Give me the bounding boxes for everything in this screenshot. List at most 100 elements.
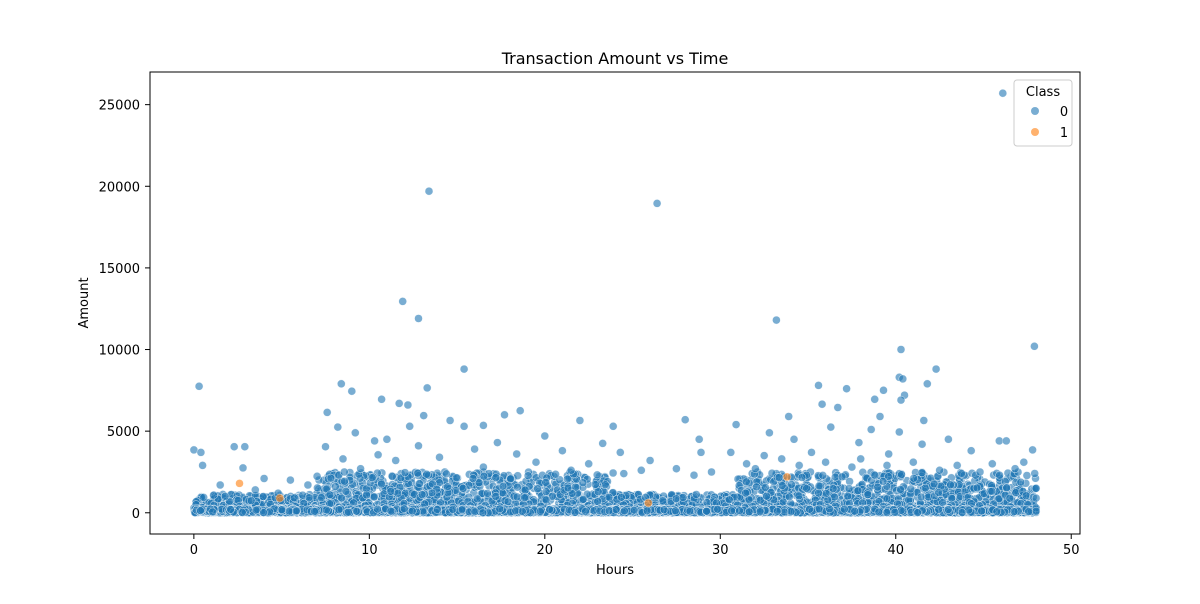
data-point-class-0 bbox=[341, 487, 351, 496]
data-point-class-0 bbox=[388, 472, 397, 481]
data-point-class-0 bbox=[1011, 488, 1020, 497]
data-point-class-0 bbox=[199, 493, 208, 502]
data-point-class-0 bbox=[513, 471, 522, 480]
data-point-class-0 bbox=[337, 493, 346, 503]
data-point-class-0 bbox=[1005, 494, 1014, 503]
data-point-class-0 bbox=[209, 491, 218, 500]
data-point-class-0 bbox=[457, 505, 467, 514]
data-point-class-0 bbox=[340, 467, 349, 477]
data-point-class-0 bbox=[878, 477, 888, 486]
data-point-class-0 bbox=[882, 494, 892, 503]
data-point-class-0 bbox=[785, 492, 794, 501]
data-point-class-0 bbox=[541, 478, 550, 487]
data-point-class-0 bbox=[678, 493, 688, 502]
data-point-class-0 bbox=[542, 487, 551, 496]
data-point-class-0 bbox=[685, 507, 695, 516]
data-point-class-0 bbox=[369, 492, 379, 502]
data-point-class-0 bbox=[593, 497, 602, 506]
data-point-class-0 bbox=[520, 493, 529, 502]
data-point-class-0 bbox=[368, 473, 377, 482]
data-point-class-0 bbox=[377, 479, 386, 489]
data-point-class-0 bbox=[1022, 471, 1032, 480]
data-point-class-0 bbox=[814, 481, 824, 491]
data-point-class-0 bbox=[837, 472, 847, 481]
data-point-class-0 bbox=[725, 495, 734, 504]
data-point-class-0 bbox=[578, 478, 588, 487]
data-point-class-0 bbox=[604, 493, 614, 502]
data-point-class-0 bbox=[427, 488, 437, 498]
data-point-class-0 bbox=[491, 492, 500, 501]
data-point-class-0 bbox=[870, 471, 880, 480]
data-point-class-0 bbox=[458, 484, 468, 493]
data-point-class-0 bbox=[313, 483, 322, 493]
data-point-class-0 bbox=[591, 480, 600, 489]
data-point-class-0 bbox=[362, 490, 371, 500]
data-point-class-0 bbox=[818, 471, 827, 480]
data-point-class-0 bbox=[987, 487, 996, 496]
data-point-class-0 bbox=[774, 473, 784, 482]
data-point-class-0 bbox=[520, 485, 530, 495]
data-point-class-0 bbox=[386, 487, 395, 496]
data-point-class-0 bbox=[752, 482, 761, 492]
data-point-class-0 bbox=[326, 473, 336, 483]
data-point-class-0 bbox=[873, 482, 882, 492]
data-point-class-0 bbox=[844, 484, 854, 493]
data-point-class-0 bbox=[594, 487, 603, 496]
data-point-class-0 bbox=[400, 468, 410, 477]
data-point-class-0 bbox=[853, 486, 863, 495]
data-point-class-0 bbox=[593, 470, 602, 480]
data-point-class-0 bbox=[1002, 483, 1011, 492]
data-point-class-0 bbox=[863, 490, 873, 499]
data-point-class-0 bbox=[896, 485, 905, 494]
data-point-class-0 bbox=[523, 471, 533, 480]
data-point-class-0 bbox=[741, 488, 750, 498]
data-point-class-0 bbox=[304, 493, 314, 502]
data-point-class-0 bbox=[995, 471, 1004, 480]
data-point-class-0 bbox=[415, 479, 424, 488]
data-point-class-0 bbox=[773, 507, 782, 516]
data-point-class-0 bbox=[843, 491, 852, 501]
data-point-class-0 bbox=[563, 483, 573, 493]
data-point-class-0 bbox=[794, 491, 804, 500]
data-point-class-0 bbox=[608, 468, 618, 478]
data-point-class-0 bbox=[727, 506, 736, 515]
data-point-class-0 bbox=[742, 477, 751, 486]
data-point-class-0 bbox=[541, 495, 551, 505]
data-point-class-0 bbox=[498, 482, 508, 491]
data-point-class-0 bbox=[442, 469, 451, 478]
data-point-class-0 bbox=[822, 489, 831, 498]
data-point-class-0 bbox=[513, 483, 522, 492]
data-point-class-0 bbox=[906, 484, 916, 494]
data-point-class-0 bbox=[909, 474, 918, 483]
data-point-class-0 bbox=[563, 474, 572, 484]
data-point-class-0 bbox=[921, 483, 930, 493]
data-point-class-0 bbox=[977, 506, 986, 516]
data-point-class-0 bbox=[325, 490, 335, 499]
data-point-class-0 bbox=[882, 508, 892, 517]
data-point-class-0 bbox=[1016, 478, 1025, 487]
data-point-class-0 bbox=[579, 495, 588, 504]
data-point-class-0 bbox=[929, 479, 939, 489]
data-point-class-0 bbox=[208, 507, 217, 517]
data-point-class-0 bbox=[802, 484, 811, 493]
data-point-class-0 bbox=[548, 492, 557, 501]
data-point-class-0 bbox=[491, 473, 500, 482]
data-point-class-0 bbox=[312, 472, 322, 481]
data-point-class-0 bbox=[692, 490, 701, 499]
data-point-class-0 bbox=[331, 482, 340, 491]
data-point-class-0 bbox=[797, 473, 807, 482]
data-point-class-0 bbox=[934, 488, 943, 497]
data-point-class-0 bbox=[840, 505, 849, 514]
data-point-class-0 bbox=[417, 490, 427, 499]
data-point-class-0 bbox=[479, 472, 489, 481]
data-point-class-0 bbox=[506, 474, 515, 483]
data-point-class-0 bbox=[413, 468, 422, 478]
points-layer bbox=[189, 88, 1041, 517]
data-point-class-0 bbox=[483, 489, 492, 498]
data-point-class-0 bbox=[762, 492, 771, 501]
data-point-class-0 bbox=[957, 469, 966, 478]
data-point-class-0 bbox=[617, 493, 626, 502]
data-point-class-0 bbox=[829, 484, 838, 493]
